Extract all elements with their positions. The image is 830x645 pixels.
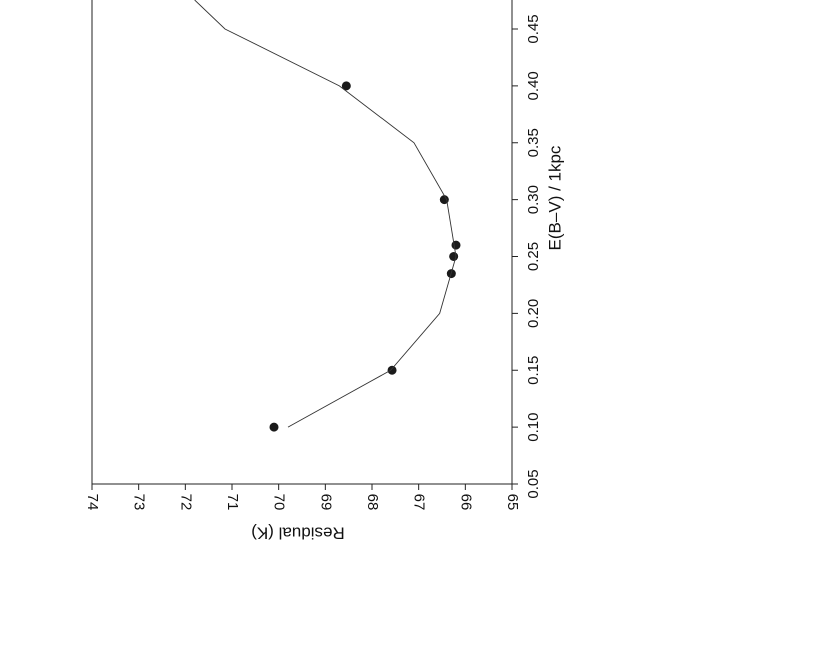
- x-tick-label: 0.05: [525, 469, 542, 498]
- y-tick-label: 71: [224, 494, 241, 511]
- y-tick-label: 65: [504, 494, 521, 511]
- y-tick-label: 67: [411, 494, 428, 511]
- x-tick-label: 0.10: [525, 413, 542, 442]
- y-tick-label: 68: [364, 494, 381, 511]
- y-axis-title: Residual (K): [251, 524, 345, 543]
- y-tick-label: 70: [271, 494, 288, 511]
- data-point: [269, 422, 279, 432]
- x-tick-label: 0.20: [525, 299, 542, 328]
- y-tick-label: 74: [84, 494, 101, 511]
- x-tick-label: 0.40: [525, 71, 542, 100]
- y-tick-label: 72: [177, 494, 194, 511]
- x-axis-title: E(B–V) / 1kpc: [545, 145, 564, 250]
- x-tick-label: 0.35: [525, 128, 542, 157]
- x-tick-label: 0.25: [525, 242, 542, 271]
- data-point: [387, 365, 397, 375]
- y-tick-label: 69: [317, 494, 334, 511]
- fit-curve: [194, 0, 457, 428]
- y-tick-label: 73: [131, 494, 148, 511]
- y-tick-label: 66: [457, 494, 474, 511]
- data-point: [341, 81, 351, 91]
- x-tick-label: 0.45: [525, 14, 542, 43]
- x-tick-label: 0.30: [525, 185, 542, 214]
- data-point: [451, 240, 461, 250]
- x-tick-label: 0.15: [525, 356, 542, 385]
- data-point: [449, 252, 459, 262]
